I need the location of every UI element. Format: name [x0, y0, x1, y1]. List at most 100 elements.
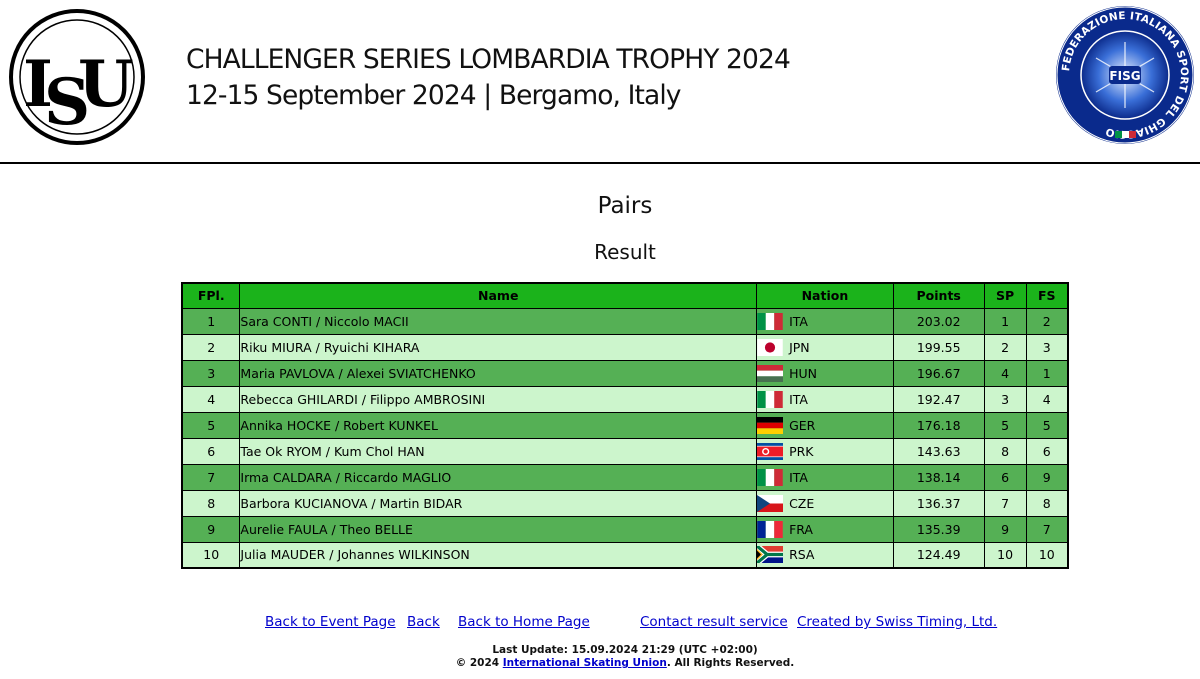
sp-rank-cell: 2 [983, 333, 1027, 361]
fisg-logo: FEDERAZIONE ITALIANA SPORT DEL GHIACCIO … [1056, 6, 1194, 144]
sp-rank-cell: 4 [983, 359, 1027, 387]
fs-rank-cell: 3 [1025, 333, 1069, 361]
placement-cell: 3 [181, 359, 241, 387]
points-cell: 135.39 [892, 515, 985, 543]
event-dates-location: 12-15 September 2024 | Bergamo, Italy [186, 80, 681, 111]
ita-flag-icon [757, 468, 783, 486]
nation-code: FRA [789, 521, 813, 537]
category-title: Pairs [597, 193, 653, 219]
fs-rank-cell: 4 [1025, 385, 1069, 413]
nation-code: RSA [789, 547, 815, 563]
last-update: Last Update: 15.09.2024 21:29 (UTC +02:0… [492, 644, 758, 656]
svg-text:U: U [78, 47, 134, 122]
fs-rank-cell: 5 [1025, 411, 1069, 439]
sp-rank-cell: 3 [983, 385, 1027, 413]
nation-code: ITA [789, 313, 808, 329]
column-header-points: Points [892, 282, 985, 309]
nation-code: ITA [789, 469, 808, 485]
nation-code: GER [789, 417, 816, 433]
isu-link[interactable]: International Skating Union [502, 657, 667, 669]
skater-name-cell: Sara CONTI / Niccolo MACII [239, 307, 758, 335]
fs-rank-cell: 1 [1025, 359, 1069, 387]
segment-title: Result [594, 240, 656, 264]
nation-cell: HUN [756, 359, 894, 387]
created-by-swiss-timing-link[interactable]: Created by Swiss Timing, Ltd. [797, 614, 998, 630]
isu-logo: I S U [9, 9, 145, 145]
placement-cell: 2 [181, 333, 241, 361]
skater-name-cell: Aurelie FAULA / Theo BELLE [239, 515, 758, 543]
skater-name-cell: Tae Ok RYOM / Kum Chol HAN [239, 437, 758, 465]
nation-code: CZE [789, 495, 815, 511]
column-header-name: Name [239, 282, 758, 309]
ger-flag-icon [757, 416, 784, 434]
column-header-nation: Nation [756, 282, 894, 309]
points-cell: 136.37 [892, 489, 985, 517]
nation-cell: ITA [756, 307, 894, 335]
sp-rank-cell: 7 [983, 489, 1027, 517]
table-row: 3 Maria PAVLOVA / Alexei SVIATCHENKO HUN… [181, 359, 1069, 387]
fs-rank-cell: 10 [1025, 541, 1069, 569]
table-row: 10 Julia MAUDER / Johannes WILKINSON RSA… [181, 541, 1069, 569]
nation-cell: FRA [756, 515, 894, 543]
jpn-flag-icon [757, 338, 783, 356]
placement-cell: 10 [181, 541, 241, 569]
points-cell: 124.49 [892, 541, 985, 569]
skater-name-cell: Barbora KUCIANOVA / Martin BIDAR [239, 489, 758, 517]
copyright-prefix: © 2024 [455, 657, 500, 669]
back-link[interactable]: Back [407, 614, 440, 630]
contact-result-service-link[interactable]: Contact result service [640, 614, 788, 630]
points-cell: 138.14 [892, 463, 985, 491]
event-title: CHALLENGER SERIES LOMBARDIA TROPHY 2024 [186, 44, 791, 75]
column-header-fpl: FPl. [181, 282, 241, 309]
nation-cell: ITA [756, 463, 894, 491]
points-cell: 199.55 [892, 333, 985, 361]
fs-rank-cell: 2 [1025, 307, 1069, 335]
points-cell: 176.18 [892, 411, 985, 439]
sp-rank-cell: 6 [983, 463, 1027, 491]
sp-rank-cell: 5 [983, 411, 1027, 439]
nation-cell: CZE [756, 489, 894, 517]
skater-name-cell: Maria PAVLOVA / Alexei SVIATCHENKO [239, 359, 758, 387]
ita-flag-icon [757, 390, 783, 408]
skater-name-cell: Julia MAUDER / Johannes WILKINSON [239, 541, 758, 569]
rsa-flag-icon [757, 546, 784, 564]
results-table: FPl. Name Nation Points SP FS 1 Sara CON… [181, 282, 1069, 569]
placement-cell: 4 [181, 385, 241, 413]
points-cell: 143.63 [892, 437, 985, 465]
copyright-line: © 2024 International Skating Union. All … [0, 657, 1200, 669]
nation-cell: ITA [756, 385, 894, 413]
placement-cell: 5 [181, 411, 241, 439]
skater-name-cell: Irma CALDARA / Riccardo MAGLIO [239, 463, 758, 491]
skater-name-cell: Riku MIURA / Ryuichi KIHARA [239, 333, 758, 361]
back-to-home-page-link[interactable]: Back to Home Page [458, 614, 590, 630]
header-divider [0, 162, 1200, 164]
table-row: 7 Irma CALDARA / Riccardo MAGLIO ITA 138… [181, 463, 1069, 491]
column-header-sp: SP [983, 282, 1027, 309]
table-row: 2 Riku MIURA / Ryuichi KIHARA JPN 199.55… [181, 333, 1069, 361]
fra-flag-icon [757, 520, 783, 538]
nation-code: HUN [789, 365, 817, 381]
placement-cell: 7 [181, 463, 241, 491]
skater-name-cell: Annika HOCKE / Robert KUNKEL [239, 411, 758, 439]
points-cell: 196.67 [892, 359, 985, 387]
back-to-event-page-link[interactable]: Back to Event Page [265, 614, 396, 630]
hun-flag-icon [757, 364, 784, 382]
svg-text:S: S [44, 65, 90, 140]
svg-text:I: I [23, 47, 53, 122]
ita-flag-icon [757, 312, 783, 330]
fs-rank-cell: 7 [1025, 515, 1069, 543]
prk-flag-icon [757, 442, 784, 460]
footer-links: Back to Event Page Back Back to Home Pag… [0, 614, 1200, 634]
placement-cell: 6 [181, 437, 241, 465]
sp-rank-cell: 10 [983, 541, 1027, 569]
nation-code: PRK [789, 443, 814, 459]
page-header: I S U CHALLENGER SERIES LOMBARDIA TROPHY… [0, 0, 1200, 164]
table-header-row: FPl. Name Nation Points SP FS [181, 282, 1069, 309]
sp-rank-cell: 8 [983, 437, 1027, 465]
table-row: 8 Barbora KUCIANOVA / Martin BIDAR CZE 1… [181, 489, 1069, 517]
nation-cell: RSA [756, 541, 894, 569]
nation-cell: GER [756, 411, 894, 439]
nation-cell: JPN [756, 333, 894, 361]
points-cell: 203.02 [892, 307, 985, 335]
nation-code: JPN [789, 339, 810, 355]
